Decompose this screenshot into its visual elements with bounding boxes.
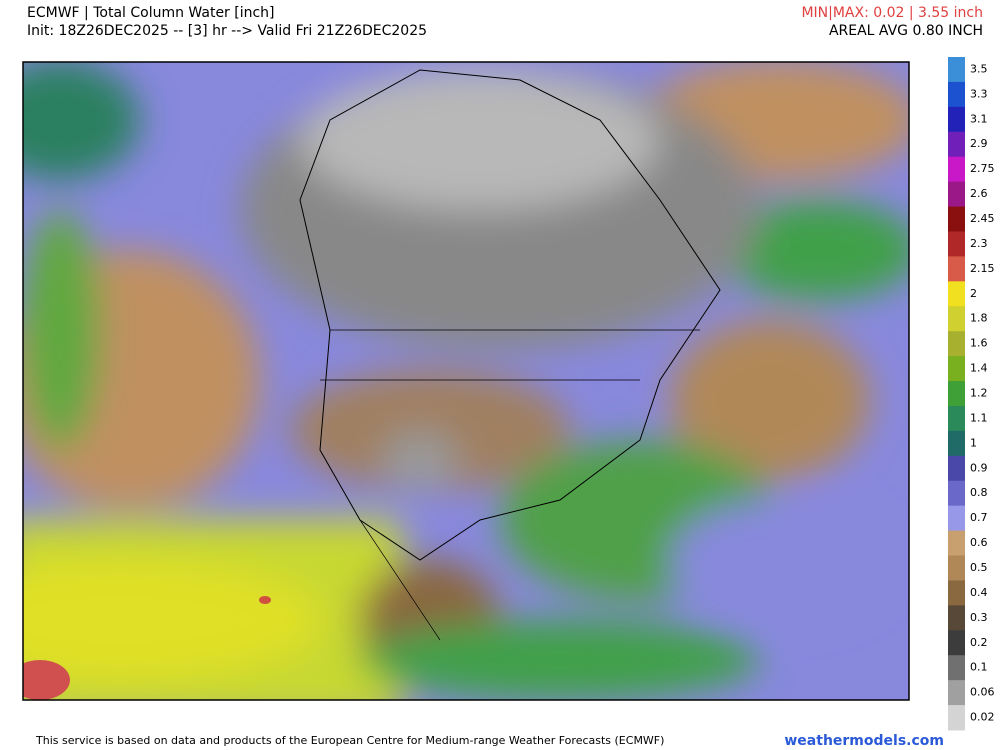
colorbar-label: 0.4 (970, 586, 988, 599)
colorbar-label: 2.15 (970, 262, 995, 275)
colorbar-label: 0.5 (970, 561, 988, 574)
init-time: Init: 18Z26DEC2025 -- [3] hr --> Valid F… (27, 23, 427, 39)
colorbar-label: 3.5 (970, 62, 988, 75)
color-swatch (948, 381, 965, 407)
colorbar-label: 0.02 (970, 711, 995, 724)
color-swatch (948, 256, 965, 282)
brand: weathermodels.com (784, 733, 944, 749)
color-swatch (948, 480, 965, 507)
map (23, 62, 909, 700)
color-swatch (948, 455, 965, 482)
colorbar-label: 2.45 (970, 212, 995, 225)
min-max: MIN|MAX: 0.02 | 3.55 inch (801, 5, 983, 21)
color-swatch (948, 580, 965, 606)
map-frame (22, 61, 910, 701)
colorbar-label: 2 (970, 287, 977, 300)
colorbar-label: 3.3 (970, 87, 988, 100)
color-swatch (948, 181, 965, 208)
color-swatch (948, 680, 965, 706)
colorbar-label: 0.6 (970, 536, 988, 549)
colorbar: 3.5 3.3 3.1 2.9 2.75 2.6 2.45 2.3 2.15 2 1.8 1.6 1.4… (948, 57, 995, 731)
colorbar-label: 0.8 (970, 486, 988, 499)
color-swatch (948, 630, 965, 656)
color-swatch (948, 555, 965, 581)
notice: This service is based on data and produc… (35, 734, 664, 747)
color-swatch (948, 81, 965, 108)
colorbar-label: 0.06 (970, 686, 995, 699)
color-swatch (948, 605, 965, 631)
color-swatch (948, 356, 965, 382)
title: ECMWF | Total Column Water [inch] (27, 5, 275, 21)
colorbar-label: 0.3 (970, 611, 988, 624)
colorbar-label: 0.1 (970, 661, 988, 674)
color-swatch (948, 530, 965, 557)
color-swatch (948, 430, 965, 457)
colorbar-label: 0.7 (970, 511, 988, 524)
color-swatch (948, 57, 965, 83)
colorbar-label: 1.2 (970, 387, 988, 400)
colorbar-label: 3.1 (970, 112, 988, 125)
colorbar-label: 2.3 (970, 237, 988, 250)
colorbar-label: 2.6 (970, 187, 988, 200)
colorbar-label: 1.8 (970, 312, 988, 325)
colorbar-label: 1 (970, 436, 977, 449)
color-swatch (948, 331, 965, 357)
color-swatch (948, 655, 965, 681)
color-swatch (948, 131, 965, 158)
colorbar-label: 1.4 (970, 362, 988, 375)
color-swatch (948, 281, 965, 307)
color-swatch (948, 106, 965, 133)
color-swatch (948, 505, 965, 532)
color-swatch (948, 231, 965, 257)
colorbar-label: 2.75 (970, 162, 995, 175)
color-swatch (948, 705, 965, 731)
color-swatch (948, 206, 965, 232)
color-swatch (948, 156, 965, 183)
colorbar-label: 1.6 (970, 337, 988, 350)
colorbar-label: 1.1 (970, 411, 988, 424)
color-swatch (948, 306, 965, 332)
colorbar-label: 0.9 (970, 461, 988, 474)
areal-avg: AREAL AVG 0.80 INCH (829, 23, 983, 39)
colorbar-label: 2.9 (970, 137, 988, 150)
colorbar-label: 0.2 (970, 636, 988, 649)
color-swatch (948, 405, 965, 432)
